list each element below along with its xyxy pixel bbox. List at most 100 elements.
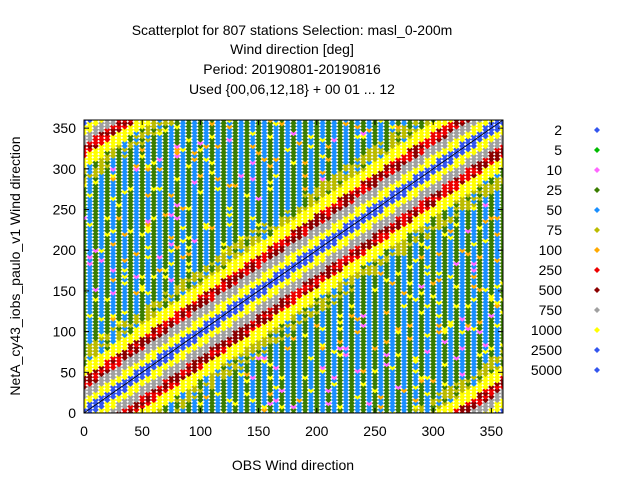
scatter-point [168,123,175,130]
scatter-point [144,185,152,192]
scatter-point [127,263,134,270]
scatter-point [144,220,152,228]
scatter-point [144,227,152,234]
scatter-point [162,318,169,326]
scatter-point [115,334,123,342]
scatter-point [150,162,158,169]
scatter-point [92,396,99,404]
scatter-point [86,211,94,218]
scatter-point [104,312,111,319]
scatter-point [162,295,169,303]
scatter-point [104,168,111,176]
scatter-point [185,175,192,182]
scatter-point [179,224,187,231]
scatter-point [150,204,158,212]
scatter-point [133,380,140,387]
scatter-point [133,383,140,391]
scatter-point [168,253,175,260]
scatter-point [109,201,117,208]
scatter-point [173,269,181,277]
scatter-point [127,328,134,335]
scatter-point [150,341,158,348]
scatter-point [109,220,117,228]
scatter-point [191,364,198,371]
scatter-point [104,230,111,238]
scatter-point [203,387,210,394]
scatter-point [144,406,152,413]
scatter-point [173,373,181,381]
scatter-point [162,126,169,133]
scatter-point [133,360,140,368]
scatter-point [150,253,158,260]
scatter-point [104,289,111,296]
scatter-point [156,321,163,329]
scatter-point [185,292,192,299]
scatter-point [104,175,111,182]
scatter-point [191,234,198,241]
scatter-point [127,357,134,365]
scatter-point [191,315,198,322]
scatter-point [104,334,111,342]
scatter-point [179,243,187,251]
scatter-point [121,373,128,381]
scatter-point [109,198,117,205]
scatter-point [92,126,99,133]
scatter-point [179,370,187,378]
scatter-point [133,146,140,153]
scatter-point [179,373,187,381]
scatter-point [127,260,134,267]
scatter-point [197,220,204,228]
scatter-point [185,162,192,169]
scatter-point [197,273,204,280]
scatter-point [115,351,123,358]
scatter-point [197,305,204,313]
scatter-point [150,260,158,267]
scatter-point [156,308,163,316]
scatter-point [168,266,175,273]
scatter-point [115,136,123,143]
scatter-point [104,155,111,163]
scatter-point [133,406,140,413]
scatter-point [144,207,152,215]
scatter-point [191,211,198,218]
scatter-point [191,396,198,404]
scatter-point [138,393,146,400]
scatter-point [127,214,134,221]
scatter-point [185,377,192,384]
scatter-point [185,406,192,413]
scatter-point [185,247,192,254]
scatter-point [168,331,175,339]
scatter-point [173,341,181,348]
scatter-point [115,338,123,345]
scatter-point [138,325,146,332]
scatter-point [173,146,181,153]
scatter-point [173,380,181,387]
scatter-point [173,201,181,208]
scatter-point [133,152,140,160]
scatter-point [203,214,210,221]
scatter-point [109,211,117,218]
scatter-point [121,234,128,241]
scatter-point [127,370,134,378]
scatter-point [138,250,146,257]
scatter-point [92,370,99,378]
scatter-point [121,295,128,303]
scatter-point [98,194,105,202]
scatter-point [127,295,134,303]
scatter-point [162,185,169,192]
scatter-point [162,220,169,228]
scatter-point [168,396,175,404]
scatter-point [168,263,175,270]
scatter-point [144,198,152,205]
scatter-point [168,292,175,299]
scatter-point [144,126,152,133]
scatter-point [173,198,181,205]
scatter-point [179,279,187,286]
scatter-point [150,318,158,326]
scatter-point [104,341,111,348]
scatter-point [197,162,204,169]
scatter-point [98,243,105,251]
scatter-point [133,155,140,163]
scatter-point [144,129,152,137]
scatter-point [127,393,134,400]
